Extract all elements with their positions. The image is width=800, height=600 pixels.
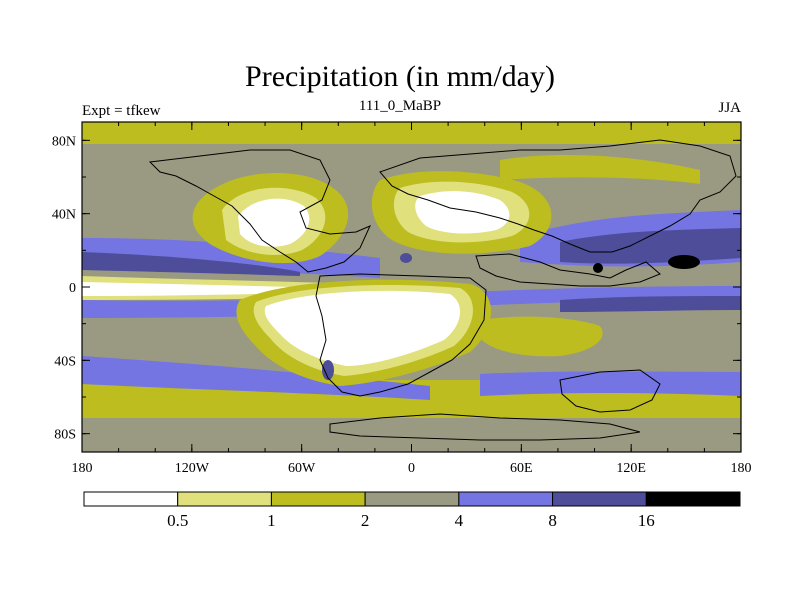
time-label: 111_0_MaBP bbox=[358, 98, 442, 114]
x-tick-label: 0 bbox=[408, 461, 415, 476]
field-band bbox=[668, 255, 700, 269]
field-band bbox=[400, 253, 412, 263]
colorbar-box bbox=[645, 491, 741, 507]
field-band bbox=[560, 296, 741, 312]
x-tick-label: 180 bbox=[72, 461, 93, 476]
field-band bbox=[480, 371, 741, 396]
colorbar-box bbox=[458, 491, 554, 507]
colorbar-label: 2 bbox=[361, 511, 370, 530]
field-band bbox=[82, 252, 300, 276]
experiment-label: Expt = tfkew bbox=[82, 103, 161, 119]
colorbar-box bbox=[552, 491, 647, 507]
colorbar-box bbox=[270, 491, 366, 507]
colorbar-box bbox=[83, 491, 179, 507]
coastline bbox=[315, 273, 487, 397]
x-tick-label: 60E bbox=[510, 461, 533, 476]
field-band bbox=[238, 198, 310, 247]
field-band bbox=[593, 263, 603, 273]
x-axis: 180 120W 60W 0 60E 120E 180 bbox=[72, 122, 752, 476]
y-tick-label: 0 bbox=[69, 281, 76, 296]
field-band bbox=[82, 356, 430, 400]
field-band bbox=[560, 228, 741, 264]
season-label: JJA bbox=[718, 100, 741, 116]
x-tick-label: 120E bbox=[616, 461, 646, 476]
colorbar-label: 0.5 bbox=[167, 511, 188, 530]
colorbar-label: 8 bbox=[548, 511, 557, 530]
colorbar-box bbox=[364, 491, 460, 507]
x-tick-label: 180 bbox=[731, 461, 752, 476]
coastline bbox=[475, 253, 661, 287]
field-band bbox=[415, 191, 510, 234]
coastline bbox=[559, 369, 661, 413]
contour-field bbox=[82, 122, 741, 452]
coastline bbox=[379, 139, 737, 253]
y-tick-label: 80S bbox=[54, 428, 76, 443]
colorbar: 0.5 1 2 4 8 16 bbox=[83, 491, 741, 530]
y-tick-label: 40N bbox=[52, 208, 76, 223]
y-axis: 80N 40N 0 40S 80S bbox=[52, 134, 741, 443]
field-band bbox=[322, 360, 334, 380]
colorbar-label: 16 bbox=[638, 511, 655, 530]
y-tick-label: 40S bbox=[54, 354, 76, 369]
field-band bbox=[82, 122, 741, 144]
coastline bbox=[329, 413, 641, 441]
x-tick-label: 60W bbox=[288, 461, 316, 476]
coastline bbox=[148, 149, 371, 273]
colorbar-label: 1 bbox=[267, 511, 276, 530]
x-tick-label: 120W bbox=[175, 461, 210, 476]
field-band bbox=[470, 286, 741, 306]
colorbar-box bbox=[177, 491, 272, 507]
y-tick-label: 80N bbox=[52, 134, 76, 149]
chart-title: Precipitation (in mm/day) bbox=[245, 60, 555, 93]
field-band bbox=[264, 290, 461, 366]
field-band bbox=[480, 316, 603, 357]
field-band bbox=[500, 155, 700, 184]
colorbar-label: 4 bbox=[455, 511, 464, 530]
